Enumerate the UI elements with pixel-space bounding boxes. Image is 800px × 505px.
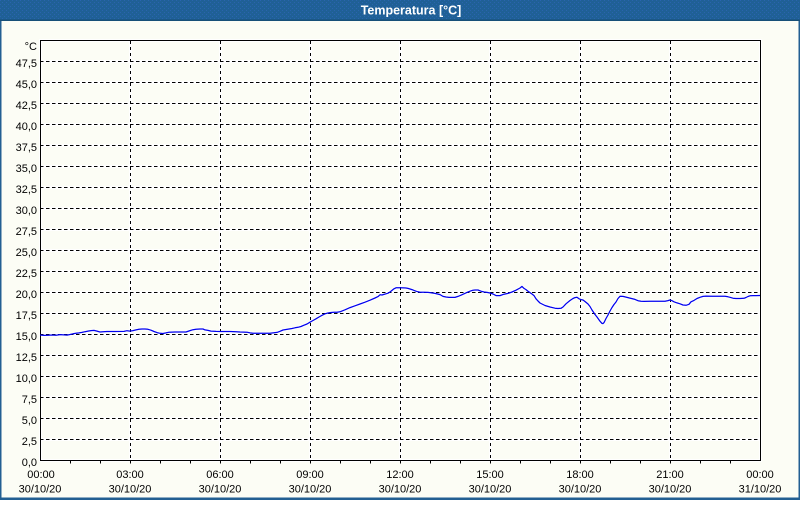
svg-text:15,0: 15,0 [16,331,37,343]
svg-text:00:00: 00:00 [27,469,55,481]
svg-text:27,5: 27,5 [16,226,37,238]
svg-text:30/10/20: 30/10/20 [289,484,332,496]
svg-text:30/10/20: 30/10/20 [559,484,602,496]
svg-text:Temperatura [°C]: Temperatura [°C] [361,4,462,18]
svg-text:30/10/20: 30/10/20 [199,484,242,496]
svg-text:18:00: 18:00 [566,469,594,481]
svg-text:42,5: 42,5 [16,100,37,112]
svg-text:30,0: 30,0 [16,205,37,217]
svg-text:0,0: 0,0 [22,457,37,469]
svg-text:30/10/20: 30/10/20 [469,484,512,496]
svg-text:10,0: 10,0 [16,373,37,385]
svg-text:30/10/20: 30/10/20 [109,484,152,496]
svg-text:7,5: 7,5 [22,394,37,406]
svg-text:47,5: 47,5 [16,58,37,70]
svg-text:45,0: 45,0 [16,79,37,91]
svg-text:15:00: 15:00 [476,469,504,481]
svg-text:17,5: 17,5 [16,310,37,322]
svg-text:09:00: 09:00 [296,469,324,481]
svg-text:21:00: 21:00 [656,469,684,481]
svg-text:12,5: 12,5 [16,352,37,364]
svg-text:25,0: 25,0 [16,247,37,259]
svg-text:5,0: 5,0 [22,415,37,427]
svg-text:37,5: 37,5 [16,142,37,154]
svg-text:2,5: 2,5 [22,436,37,448]
svg-text:30/10/20: 30/10/20 [649,484,692,496]
svg-text:32,5: 32,5 [16,184,37,196]
svg-text:00:00: 00:00 [746,469,774,481]
svg-text:22,5: 22,5 [16,268,37,280]
svg-text:20,0: 20,0 [16,289,37,301]
svg-text:31/10/20: 31/10/20 [739,484,782,496]
svg-text:12:00: 12:00 [386,469,414,481]
svg-text:40,0: 40,0 [16,121,37,133]
svg-text:30/10/20: 30/10/20 [19,484,62,496]
svg-text:06:00: 06:00 [206,469,234,481]
svg-text:°C: °C [25,41,37,53]
svg-text:30/10/20: 30/10/20 [379,484,422,496]
svg-text:35,0: 35,0 [16,163,37,175]
svg-text:03:00: 03:00 [116,469,144,481]
